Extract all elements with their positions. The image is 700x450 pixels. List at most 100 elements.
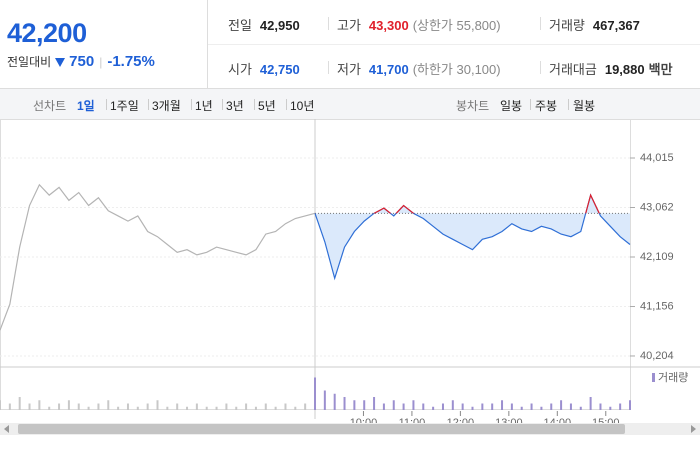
- summary-label: 거래량: [549, 18, 585, 33]
- volume-bar: [38, 400, 41, 410]
- volume-bar: [629, 400, 631, 410]
- volume-bar: [422, 403, 425, 410]
- volume-bar: [461, 403, 464, 410]
- volume-bar: [8, 403, 11, 410]
- range-tab[interactable]: 3년: [226, 99, 244, 113]
- volume-bar: [432, 406, 435, 410]
- volume-bar: [97, 403, 100, 410]
- quote-header: 42,200 전일대비 750 | -1.75% 전일 42,950 고가 43,30…: [0, 0, 700, 89]
- volume-bar: [333, 393, 336, 410]
- scroll-right: [691, 425, 696, 433]
- col-divider: [540, 17, 541, 30]
- volume-legend: 거래량: [658, 371, 688, 384]
- volume-bar: [392, 400, 395, 410]
- tab-bar: 선차트 1일 1주일 3개월 1년 3년 5년 10년 봉차트 일봉 주봉 월봉: [0, 89, 700, 120]
- summary-value: 41,700: [368, 62, 409, 77]
- candle-tab[interactable]: 월봉: [573, 99, 596, 113]
- change-value: 750: [69, 53, 95, 70]
- y-tick-label: 44,015: [640, 152, 674, 164]
- volume-bar: [117, 406, 120, 410]
- summary-label: 시가: [228, 62, 252, 77]
- scroll-left: [4, 425, 9, 433]
- summary-note: (상한가 55,800): [412, 18, 501, 33]
- volume-bar: [382, 403, 385, 410]
- volume-bar: [589, 397, 592, 410]
- volume-bar: [323, 390, 326, 410]
- summary-label: 저가: [337, 62, 361, 77]
- summary-cell: 저가 41,700 (하한가 30,100): [337, 59, 501, 78]
- volume-bar: [451, 400, 454, 410]
- volume-bar: [264, 403, 267, 410]
- volume-bar: [510, 403, 513, 410]
- range-tab[interactable]: 5년: [258, 99, 276, 113]
- summary-value: 42,750: [259, 62, 300, 77]
- y-tick-label: 42,109: [640, 251, 674, 263]
- volume-bar: [186, 406, 189, 410]
- volume-bar: [136, 406, 139, 410]
- row-divider: [208, 44, 700, 45]
- range-tab[interactable]: 1일: [77, 99, 95, 113]
- price-line: [0, 183, 316, 331]
- volume-bar: [314, 377, 316, 410]
- summary-label: 전일: [228, 18, 252, 33]
- change: 전일대비 750 | -1.75%: [7, 53, 155, 70]
- tab-divider: [191, 99, 192, 110]
- summary-label: 거래대금: [549, 62, 597, 77]
- volume-bar: [0, 400, 1, 410]
- summary-cell: 고가 43,300 (상한가 55,800): [337, 15, 501, 34]
- volume-bar: [254, 406, 257, 410]
- volume-bar: [205, 406, 208, 410]
- y-tick-label: 41,156: [640, 300, 674, 312]
- volume-bar: [540, 406, 543, 410]
- volume-bar: [225, 403, 228, 410]
- range-tab[interactable]: 1년: [195, 99, 213, 113]
- volume-bar: [156, 400, 159, 410]
- summary-value: 42,950: [259, 18, 300, 33]
- tab-divider: [530, 99, 531, 110]
- summary-cell: 시가 42,750: [228, 59, 300, 78]
- tab-divider: [286, 99, 287, 110]
- volume-bar: [284, 403, 287, 410]
- volume-bar: [491, 403, 494, 410]
- tab-divider: [254, 99, 255, 110]
- tab-group-label: 선차트: [33, 99, 67, 113]
- col-divider: [328, 61, 329, 74]
- volume-bar: [126, 403, 129, 410]
- price-line: [314, 193, 631, 281]
- tab-divider: [222, 99, 223, 110]
- volume-bar: [471, 406, 474, 410]
- candle-tab[interactable]: 일봉: [500, 99, 523, 113]
- tab-divider: [106, 99, 107, 110]
- volume-bar: [343, 397, 346, 410]
- volume-bar: [501, 400, 504, 410]
- volume-bar: [520, 406, 523, 410]
- price: 42,200: [7, 18, 87, 48]
- down-icon: [55, 57, 66, 67]
- col-divider: [540, 61, 541, 74]
- volume-bar: [579, 406, 582, 410]
- volume-bar: [530, 403, 533, 410]
- volume-bar: [402, 403, 405, 410]
- volume-bar: [87, 406, 90, 410]
- volume-bar: [550, 403, 553, 410]
- range-tab[interactable]: 10년: [290, 99, 315, 113]
- range-tab[interactable]: 1주일: [110, 99, 139, 113]
- summary-note: 백만: [648, 62, 673, 77]
- tab-divider: [568, 99, 569, 110]
- y-tick-label: 40,204: [640, 350, 674, 362]
- volume-bar: [195, 403, 198, 410]
- range-tab[interactable]: 3개월: [152, 99, 181, 113]
- volume-bar: [274, 406, 277, 410]
- volume-bar: [28, 403, 31, 410]
- y-tick-label: 43,062: [640, 201, 674, 213]
- scrollbar-thumb: [18, 424, 625, 434]
- volume-bar: [304, 403, 307, 410]
- volume-bar: [48, 406, 51, 410]
- price-box: 42,200 전일대비 750 | -1.75%: [0, 0, 208, 88]
- volume-bar: [245, 403, 248, 410]
- summary-cell: 거래량 467,367: [549, 15, 640, 34]
- summary-value: 43,300: [368, 18, 409, 33]
- candle-tab[interactable]: 주봉: [535, 99, 558, 113]
